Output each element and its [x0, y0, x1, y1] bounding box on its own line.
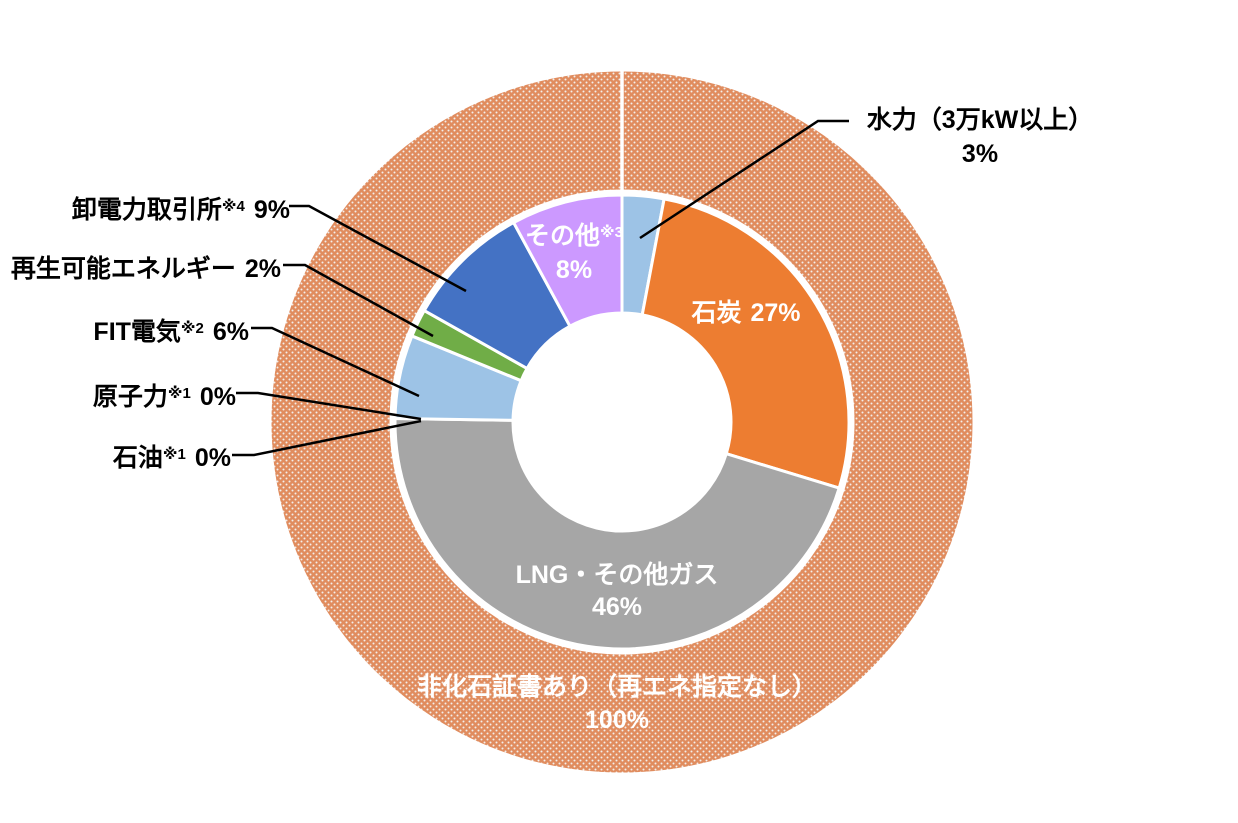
callout-nuclear-footnote: ※1	[167, 385, 191, 402]
segment-label-coal-text: 石炭	[691, 299, 742, 327]
leader-line-fit	[251, 326, 420, 398]
segment-coal	[640, 197, 851, 490]
callout-nuclear-value: 0%	[199, 383, 236, 411]
callout-jepx-value: 9%	[253, 196, 290, 224]
callout-fit: FIT電気※2 6%	[93, 312, 249, 349]
outer-ring	[268, 68, 976, 776]
segment-label-coal: 石炭 27%	[596, 296, 896, 330]
segment-lng	[393, 416, 841, 651]
segment-nonfossil	[268, 68, 976, 776]
callout-hydro-label: 水力（3万kW以上）	[866, 106, 1094, 134]
callout-renewable-value: 2%	[244, 255, 281, 283]
segment-label-lng-value: 46%	[591, 593, 643, 621]
callout-oil: 石油※1 0%	[113, 438, 231, 475]
callout-renewable: 再生可能エネルギー 2%	[11, 249, 281, 286]
callout-fit-footnote: ※2	[180, 320, 204, 337]
segment-label-other: その他※3 8%	[474, 216, 674, 287]
segment-label-coal-value: 27%	[750, 299, 801, 327]
segment-label-other-footnote: ※3	[600, 224, 623, 241]
callout-hydro-value: 3%	[961, 140, 999, 168]
segment-label-other-value: 8%	[555, 256, 593, 284]
segment-label-nonfossil: 非化石証書あり（再エネ指定なし） 100%	[377, 671, 857, 737]
inner-ring	[393, 193, 851, 651]
segment-label-nonfossil-text: 非化石証書あり（再エネ指定なし）	[416, 673, 817, 701]
callout-renewable-label: 再生可能エネルギー	[10, 255, 236, 283]
leader-line-nuclear	[236, 391, 422, 421]
leader-line-jepx	[289, 204, 467, 293]
leader-line-hydro	[639, 119, 849, 240]
callout-jepx-footnote: ※4	[221, 198, 245, 215]
callout-nuclear-label: 原子力	[92, 383, 168, 411]
leader-lines	[232, 119, 849, 457]
callout-nuclear: 原子力※1 0%	[93, 377, 236, 414]
leader-line-oil	[232, 419, 422, 457]
callout-oil-footnote: ※1	[162, 446, 186, 463]
segment-label-lng: LNG・その他ガス 46%	[442, 559, 792, 623]
callout-hydro: 水力（3万kW以上） 3%	[840, 103, 1120, 171]
callout-jepx-label: 卸電力取引所	[71, 196, 222, 224]
callout-fit-value: 6%	[212, 318, 249, 346]
segment-label-other-text: その他	[525, 222, 601, 250]
callout-oil-label: 石油	[112, 444, 163, 472]
segment-label-nonfossil-value: 100%	[585, 706, 649, 734]
segment-label-lng-text: LNG・その他ガス	[515, 561, 719, 589]
leader-line-renewable	[283, 263, 434, 338]
callout-fit-label: FIT電気	[93, 318, 181, 346]
segment-other	[512, 193, 624, 328]
callout-oil-value: 0%	[194, 444, 231, 472]
callout-jepx: 卸電力取引所※4 9%	[72, 190, 290, 227]
